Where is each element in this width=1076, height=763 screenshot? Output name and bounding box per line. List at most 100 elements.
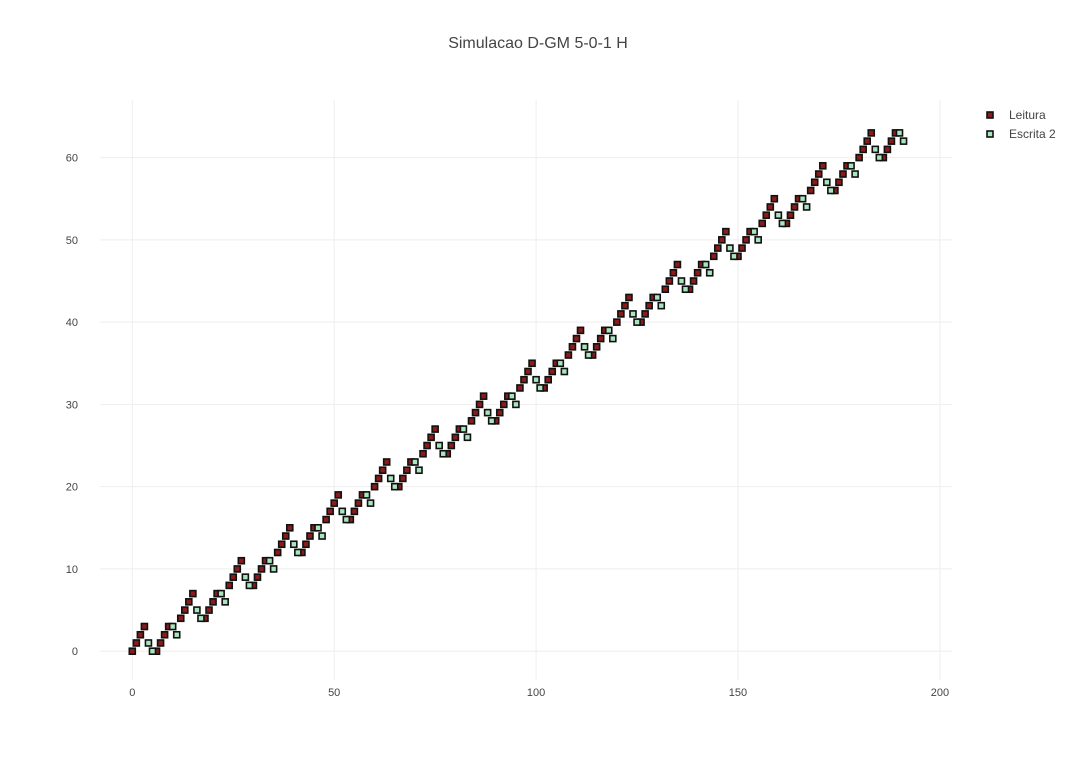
data-point <box>770 194 779 203</box>
legend-marker-icon <box>986 130 994 138</box>
data-point <box>693 268 702 277</box>
data-point <box>334 491 343 499</box>
data-point <box>225 581 234 590</box>
data-point <box>479 392 488 400</box>
data-point <box>762 211 771 219</box>
data-point <box>467 417 476 425</box>
data-point <box>863 137 872 145</box>
y-tick-label: 20 <box>66 482 78 494</box>
data-point <box>378 466 387 475</box>
data-point <box>439 449 448 458</box>
data-point <box>180 606 189 614</box>
data-point <box>390 482 399 491</box>
data-point <box>185 598 193 606</box>
data-point <box>237 556 246 565</box>
data-point <box>641 310 649 318</box>
data-point <box>415 466 423 475</box>
data-point <box>621 301 629 310</box>
data-point <box>156 639 165 647</box>
data-point <box>802 203 811 211</box>
data-point <box>431 425 439 433</box>
data-point <box>766 203 775 211</box>
data-point <box>709 252 718 261</box>
x-axis-ticks: 0 50 100 150 200 <box>129 687 949 699</box>
data-point <box>245 581 254 590</box>
data-point <box>277 540 286 549</box>
data-point <box>810 178 819 187</box>
data-point <box>342 515 351 524</box>
data-point <box>419 449 427 458</box>
data-point <box>633 318 641 326</box>
data-point <box>524 367 532 376</box>
data-point <box>459 425 468 433</box>
data-point <box>516 384 524 392</box>
y-tick-label: 60 <box>66 153 78 165</box>
data-point <box>281 532 290 540</box>
data-point <box>306 532 314 540</box>
y-tick-label: 0 <box>72 646 78 658</box>
data-point <box>738 244 746 252</box>
data-point <box>677 277 686 285</box>
data-point <box>273 548 282 557</box>
data-point <box>548 367 557 376</box>
data-point <box>887 137 896 145</box>
data-point <box>806 186 815 195</box>
data-point <box>532 375 540 384</box>
data-point <box>189 589 197 598</box>
data-point <box>568 343 577 351</box>
data-point <box>814 170 823 178</box>
data-point <box>176 614 185 623</box>
data-point <box>871 145 880 154</box>
data-point <box>144 639 153 647</box>
data-point <box>827 186 835 195</box>
data-point <box>451 433 460 442</box>
legend[interactable]: Leitura Escrita 2 <box>986 108 1056 141</box>
data-point <box>435 441 443 450</box>
data-point <box>544 375 553 384</box>
legend-marker-icon <box>986 111 994 119</box>
data-point <box>128 647 137 656</box>
data-point <box>726 244 734 252</box>
data-point <box>221 598 229 606</box>
data-point <box>625 293 633 302</box>
legend-item[interactable]: Escrita 2 <box>986 127 1056 141</box>
data-point <box>786 211 795 219</box>
data-point <box>705 268 714 277</box>
data-point <box>285 524 294 532</box>
data-point <box>382 458 391 466</box>
data-point <box>758 219 767 228</box>
data-point <box>197 614 205 623</box>
data-point <box>835 178 843 187</box>
data-point <box>403 466 411 475</box>
x-tick-label: 200 <box>931 687 949 699</box>
data-point <box>645 301 653 310</box>
data-point <box>483 408 492 417</box>
data-point <box>875 153 884 162</box>
data-point <box>314 524 322 532</box>
y-tick-label: 30 <box>66 399 78 411</box>
data-point <box>617 310 625 318</box>
data-point <box>366 499 375 507</box>
legend-label: Leitura <box>1009 108 1046 122</box>
legend-item[interactable]: Leitura <box>986 108 1046 122</box>
data-point <box>411 458 419 466</box>
data-point <box>855 153 863 162</box>
data-point <box>665 277 674 285</box>
series-leitura <box>128 129 900 656</box>
data-point <box>140 622 149 631</box>
data-point <box>302 540 310 549</box>
data-point <box>556 359 565 368</box>
data-point <box>512 400 520 409</box>
data-points <box>128 129 908 656</box>
data-point <box>399 474 407 483</box>
data-point <box>714 244 722 252</box>
data-point <box>290 540 298 549</box>
data-point <box>362 491 371 499</box>
data-point <box>374 474 383 483</box>
data-point <box>629 310 637 318</box>
data-point <box>580 343 589 351</box>
data-point <box>536 384 544 392</box>
data-point <box>148 647 157 656</box>
data-point <box>742 236 750 244</box>
legend-label: Escrita 2 <box>1009 127 1056 141</box>
